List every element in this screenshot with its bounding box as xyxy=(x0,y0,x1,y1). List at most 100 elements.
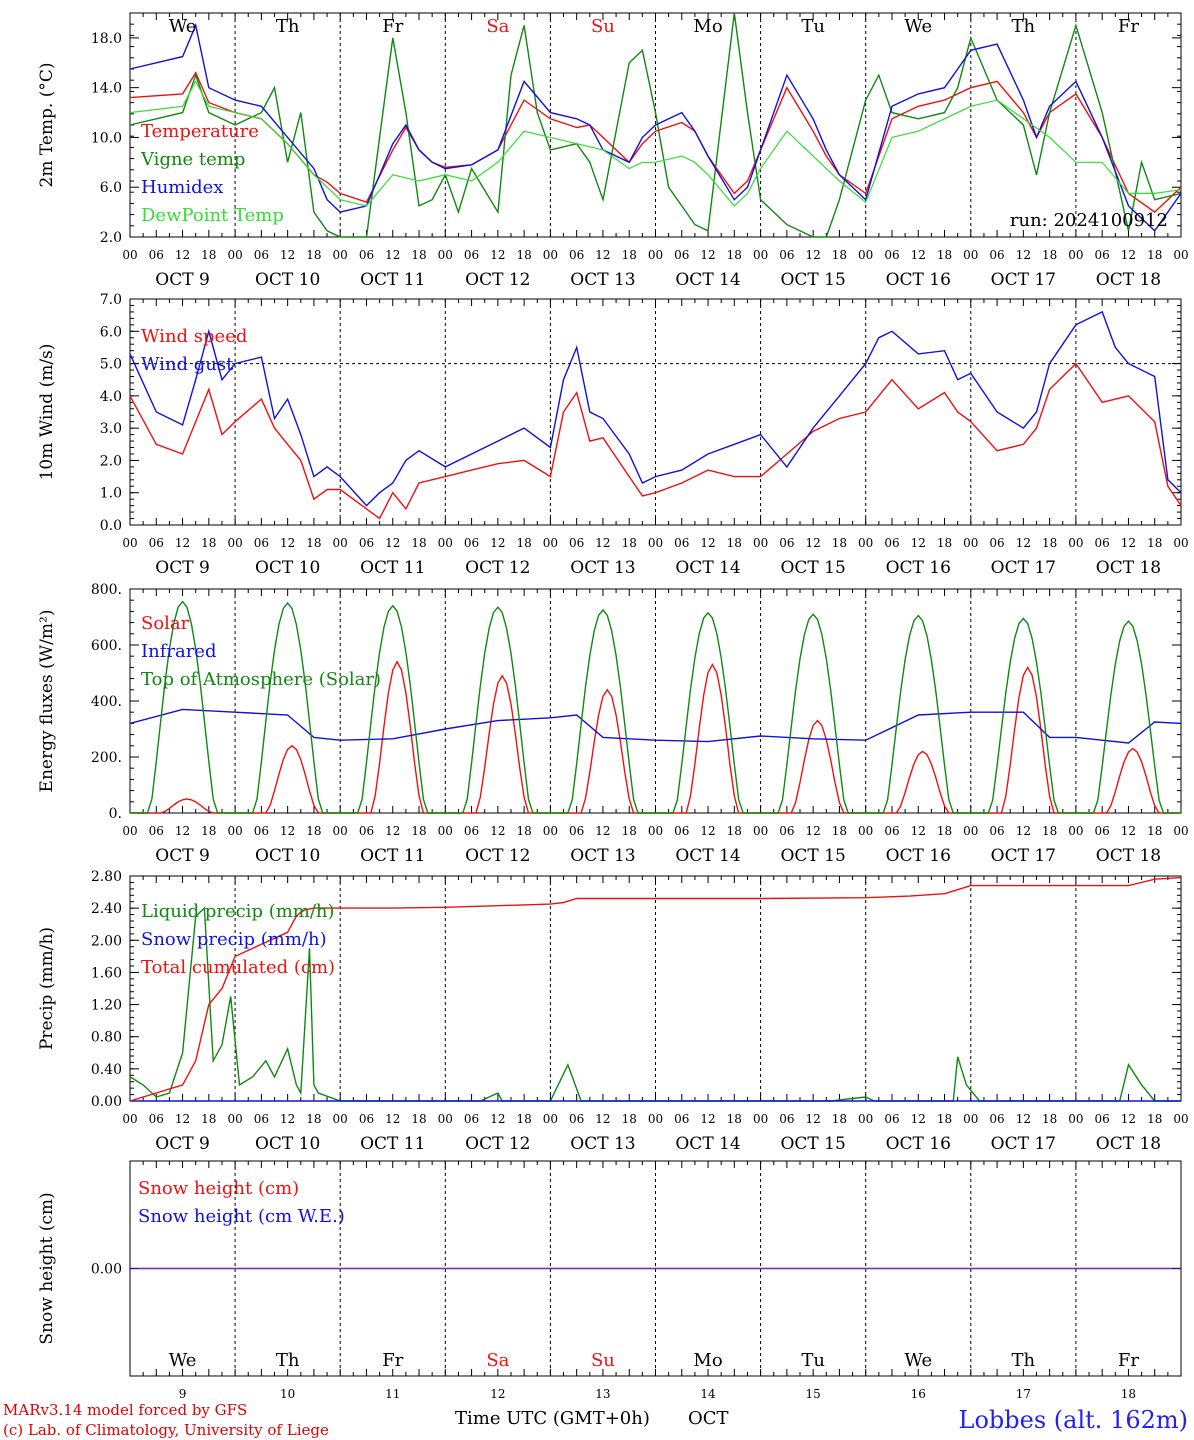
day-name: Th xyxy=(1012,1350,1036,1371)
date-label: OCT 14 xyxy=(675,846,740,866)
date-label: OCT 12 xyxy=(465,1134,530,1154)
hour-label: 18 xyxy=(516,536,531,550)
hour-label: 18 xyxy=(622,248,637,262)
hour-label: 12 xyxy=(175,824,190,838)
hour-label: 12 xyxy=(700,248,715,262)
y-tick-label: 10.0 xyxy=(91,130,122,146)
plot-frame xyxy=(129,588,1182,814)
hour-label: 00 xyxy=(543,824,558,838)
hour-label: 00 xyxy=(227,536,242,550)
hour-label: 18 xyxy=(727,536,742,550)
day-name: Su xyxy=(591,16,615,37)
hour-label: 12 xyxy=(490,1112,505,1126)
hour-label: 00 xyxy=(858,824,873,838)
hour-label: 18 xyxy=(727,824,742,838)
y-tick-label: 6.0 xyxy=(100,324,122,340)
hour-label: 12 xyxy=(1016,248,1031,262)
hour-label: 00 xyxy=(648,824,663,838)
hour-label: 18 xyxy=(622,824,637,838)
hour-label: 00 xyxy=(1173,824,1188,838)
hour-label: 12 xyxy=(1016,824,1031,838)
hour-label: 18 xyxy=(306,824,321,838)
day-number: 17 xyxy=(1016,1387,1031,1401)
hour-label: 12 xyxy=(1121,536,1136,550)
hour-label: 06 xyxy=(779,824,794,838)
x-axis-unit: OCT xyxy=(688,1408,729,1429)
y-tick-label: 600. xyxy=(91,638,122,654)
day-number: 13 xyxy=(595,1387,610,1401)
hour-label: 00 xyxy=(858,1112,873,1126)
hour-label: 12 xyxy=(700,536,715,550)
series-line-blue xyxy=(129,310,1182,507)
hour-label: 18 xyxy=(1042,1112,1057,1126)
series-line-red xyxy=(129,876,1182,1102)
day-name: Th xyxy=(276,16,300,37)
legend-entry: Infrared xyxy=(141,641,216,662)
hour-label: 06 xyxy=(779,536,794,550)
hour-label: 12 xyxy=(280,824,295,838)
hour-label: 00 xyxy=(438,248,453,262)
series-line-blue xyxy=(129,708,1182,744)
hour-label: 12 xyxy=(911,536,926,550)
legend-entry: Temperature xyxy=(141,121,259,142)
y-tick-label: 1.60 xyxy=(91,965,122,981)
hour-label: 12 xyxy=(1016,1112,1031,1126)
hour-label: 00 xyxy=(333,824,348,838)
day-number: 15 xyxy=(806,1387,821,1401)
y-tick-label: 3.0 xyxy=(100,421,122,437)
date-label: OCT 16 xyxy=(886,270,951,290)
hour-label: 18 xyxy=(1147,248,1162,262)
y-tick-label: 400. xyxy=(91,694,122,710)
hour-label: 06 xyxy=(779,248,794,262)
date-label: OCT 9 xyxy=(155,1134,210,1154)
hour-label: 18 xyxy=(622,536,637,550)
day-number: 14 xyxy=(700,1387,716,1401)
y-axis-label: Energy fluxes (W/m²) xyxy=(37,610,57,793)
y-tick-label: 7.0 xyxy=(100,292,122,308)
hour-label: 12 xyxy=(1016,536,1031,550)
date-label: OCT 10 xyxy=(255,558,320,578)
series-line-red xyxy=(129,71,1182,214)
hour-label: 06 xyxy=(569,1112,584,1126)
hour-label: 00 xyxy=(333,248,348,262)
date-label: OCT 18 xyxy=(1096,558,1161,578)
series-line-red xyxy=(129,362,1182,520)
day-name: Tu xyxy=(801,1350,825,1371)
hour-label: 06 xyxy=(254,248,269,262)
y-axis-label: 10m Wind (m/s) xyxy=(37,344,57,481)
hour-label: 00 xyxy=(333,536,348,550)
hour-label: 12 xyxy=(595,248,610,262)
hour-label: 00 xyxy=(227,248,242,262)
hour-label: 18 xyxy=(622,1112,637,1126)
day-name: Fr xyxy=(382,16,403,37)
date-label: OCT 13 xyxy=(570,1134,635,1154)
hour-label: 18 xyxy=(201,824,216,838)
hour-label: 06 xyxy=(359,1112,374,1126)
legend-entry: Total cumulated (cm) xyxy=(141,957,335,978)
hour-label: 06 xyxy=(989,824,1004,838)
day-name: Mo xyxy=(693,16,722,37)
y-tick-label: 0.00 xyxy=(91,1094,122,1110)
hour-label: 06 xyxy=(149,536,164,550)
y-tick-label: 5.0 xyxy=(100,357,122,373)
day-name: Th xyxy=(276,1350,300,1371)
legend-entry: Vigne temp xyxy=(140,149,245,170)
panel-1: 2.0 6.0 10.0 14.0 18.0 2m Temp. (°C) Temperatu… xyxy=(37,12,1189,290)
date-label: OCT 18 xyxy=(1096,270,1161,290)
legend-entry: Snow precip (mm/h) xyxy=(141,929,327,950)
date-label: OCT 9 xyxy=(155,270,210,290)
hour-label: 06 xyxy=(884,824,899,838)
hour-label: 18 xyxy=(516,1112,531,1126)
hour-label: 06 xyxy=(254,1112,269,1126)
hour-label: 12 xyxy=(490,536,505,550)
hour-label: 12 xyxy=(280,248,295,262)
y-tick-label: 2.80 xyxy=(91,869,122,885)
hour-label: 12 xyxy=(280,1112,295,1126)
day-number: 10 xyxy=(280,1387,295,1401)
hour-label: 12 xyxy=(175,248,190,262)
hour-label: 12 xyxy=(806,536,821,550)
hour-label: 06 xyxy=(569,824,584,838)
legend-entry: Humidex xyxy=(141,177,223,198)
y-tick-label: 2.0 xyxy=(100,453,122,469)
